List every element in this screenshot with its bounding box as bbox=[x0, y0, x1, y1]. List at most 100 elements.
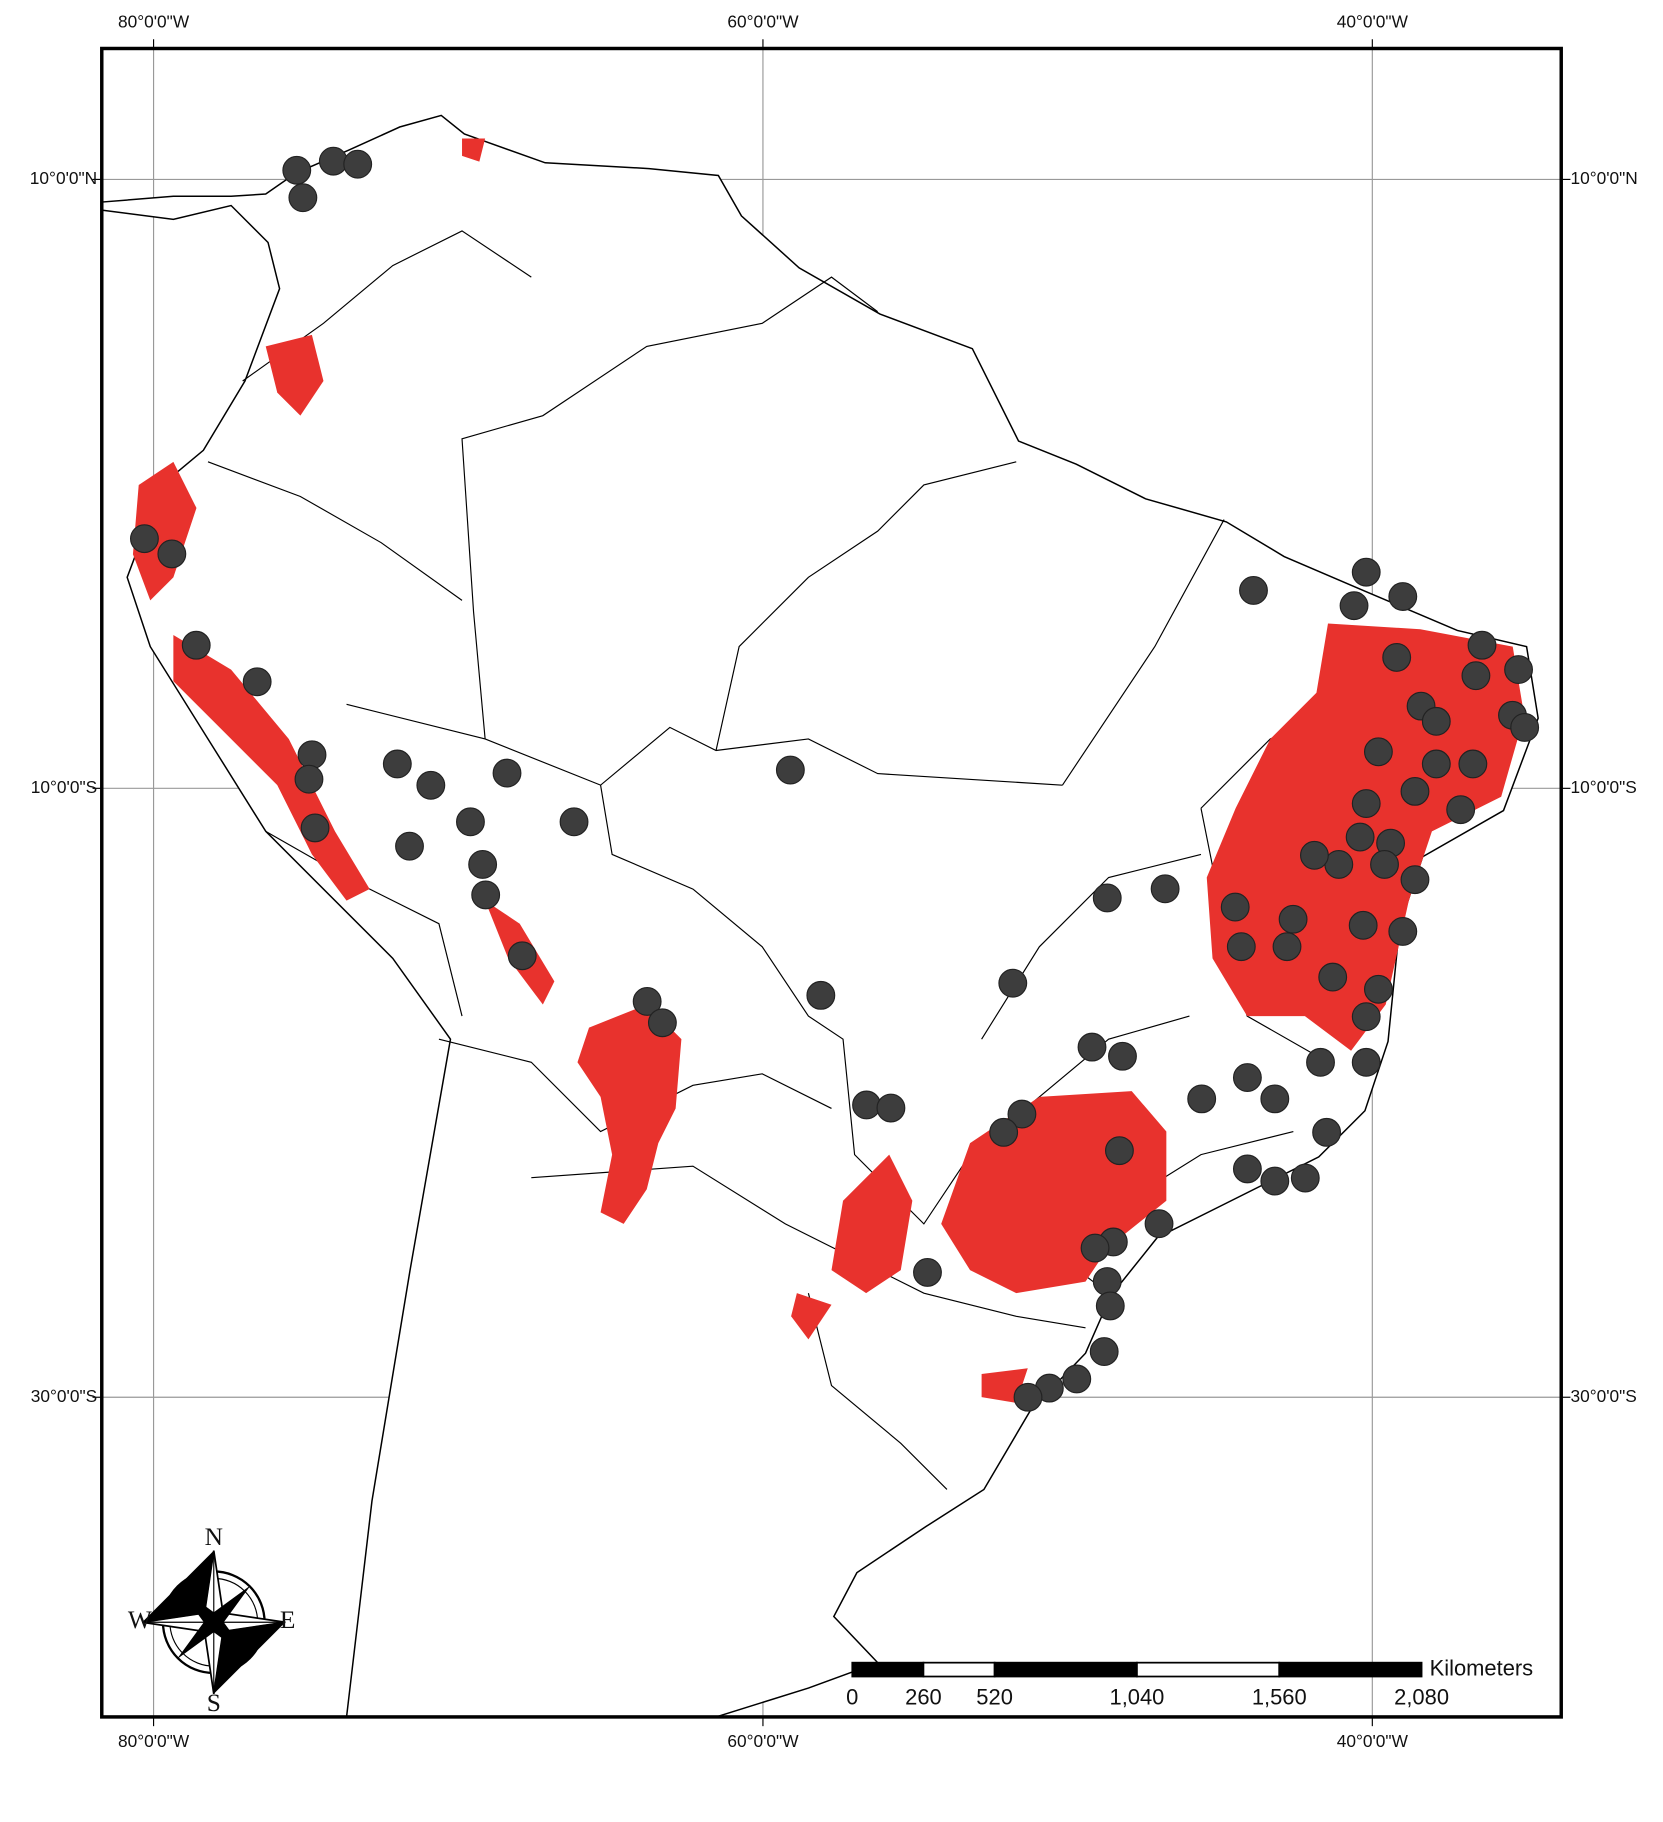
y-tick-label: 10°0'0"N bbox=[30, 168, 97, 188]
occurrence-point bbox=[1461, 661, 1491, 691]
occurrence-point bbox=[492, 758, 522, 788]
compass-rose: N E S W bbox=[128, 1523, 296, 1717]
occurrence-point bbox=[456, 807, 485, 837]
x-tick-label: 40°0'0"W bbox=[1337, 12, 1409, 32]
occurrence-point bbox=[1007, 1099, 1037, 1129]
occurrence-point bbox=[1062, 1364, 1092, 1394]
occurrence-point bbox=[876, 1093, 906, 1123]
continent bbox=[101, 114, 1539, 1717]
x-tick-label: 40°0'0"W bbox=[1337, 1731, 1409, 1751]
occurrence-point bbox=[647, 1008, 677, 1038]
occurrence-point bbox=[157, 539, 187, 569]
compass-east: E bbox=[280, 1606, 296, 1634]
x-tick-label: 60°0'0"W bbox=[727, 12, 799, 32]
occurrence-point bbox=[1232, 1154, 1262, 1184]
scale-segment bbox=[1278, 1661, 1423, 1678]
occurrence-point bbox=[559, 807, 589, 837]
scale-segment bbox=[1136, 1661, 1281, 1678]
occurrence-point bbox=[1272, 932, 1302, 962]
occurrence-point bbox=[1092, 1267, 1122, 1296]
occurrence-point bbox=[1306, 1047, 1335, 1077]
scale-label: 1,560 bbox=[1252, 1684, 1307, 1709]
occurrence-point bbox=[1187, 1084, 1217, 1114]
occurrence-point bbox=[1446, 795, 1476, 825]
compass-west: W bbox=[128, 1606, 152, 1634]
occurrence-point bbox=[1400, 865, 1430, 895]
y-tick-label: 30°0'0"S bbox=[1570, 1386, 1636, 1406]
scale-label: 0 bbox=[846, 1684, 858, 1709]
occurrence-point bbox=[395, 831, 424, 861]
occurrence-point bbox=[1278, 904, 1308, 934]
occurrence-point bbox=[1312, 1117, 1342, 1147]
occurrence-point bbox=[1324, 850, 1354, 879]
scale-segment bbox=[851, 1661, 925, 1678]
occurrence-point bbox=[1345, 822, 1375, 852]
occurrence-point bbox=[1510, 713, 1540, 742]
occurrence-point bbox=[1363, 974, 1393, 1004]
y-tick-label: 10°0'0"S bbox=[31, 777, 97, 797]
occurrence-point bbox=[416, 770, 446, 800]
scale-unit: Kilometers bbox=[1430, 1655, 1534, 1680]
occurrence-point bbox=[1089, 1337, 1119, 1367]
occurrence-point bbox=[1400, 776, 1430, 806]
occurrence-point bbox=[1504, 655, 1534, 685]
occurrence-point bbox=[1363, 737, 1393, 767]
occurrence-point bbox=[507, 941, 537, 971]
occurrence-point bbox=[1104, 1136, 1134, 1166]
occurrence-points bbox=[129, 146, 1540, 1412]
occurrence-point bbox=[297, 740, 327, 770]
map-frame bbox=[100, 46, 1563, 1719]
occurrence-point bbox=[1260, 1166, 1290, 1196]
occurrence-point bbox=[913, 1257, 942, 1287]
scale-label: 520 bbox=[976, 1684, 1013, 1709]
x-tick-label: 80°0'0"W bbox=[118, 12, 190, 32]
occurrence-point bbox=[1467, 630, 1497, 660]
occurrence-point bbox=[1421, 749, 1451, 779]
occurrence-point bbox=[1388, 582, 1418, 611]
scale-segment bbox=[922, 1661, 996, 1678]
occurrence-point bbox=[1421, 706, 1451, 736]
occurrence-point bbox=[1239, 575, 1268, 605]
occurrence-point bbox=[1351, 789, 1381, 818]
occurrence-point bbox=[1351, 1002, 1381, 1032]
compass-star bbox=[176, 1585, 251, 1660]
occurrence-point bbox=[1150, 874, 1180, 904]
occurrence-point bbox=[998, 968, 1028, 998]
occurrence-point bbox=[1290, 1163, 1320, 1193]
occurrence-point bbox=[1348, 910, 1378, 940]
y-tick-label: 30°0'0"S bbox=[31, 1386, 97, 1406]
occurrence-point bbox=[1226, 932, 1256, 962]
occurrence-point bbox=[382, 749, 412, 779]
occurrence-point bbox=[1095, 1291, 1125, 1321]
occurrence-point bbox=[1299, 840, 1329, 870]
occurrence-point bbox=[1013, 1382, 1043, 1412]
scale-label: 2,080 bbox=[1394, 1684, 1449, 1709]
occurrence-point bbox=[1370, 850, 1399, 879]
occurrence-point bbox=[1108, 1041, 1137, 1071]
occurrence-point bbox=[471, 880, 501, 910]
occurrence-point bbox=[242, 667, 272, 697]
occurrence-point bbox=[129, 524, 159, 554]
occurrence-point bbox=[468, 850, 498, 879]
x-tick-label: 60°0'0"W bbox=[727, 1731, 799, 1751]
occurrence-point bbox=[1260, 1084, 1290, 1114]
compass-north: N bbox=[205, 1523, 223, 1551]
scale-label: 1,040 bbox=[1110, 1684, 1165, 1709]
occurrence-point bbox=[1220, 892, 1250, 922]
occurrence-point bbox=[1351, 1047, 1381, 1077]
occurrence-point bbox=[852, 1090, 881, 1120]
occurrence-point bbox=[300, 813, 330, 843]
occurrence-point bbox=[181, 630, 211, 660]
occurrence-point bbox=[632, 987, 662, 1016]
compass-south: S bbox=[207, 1689, 221, 1717]
occurrence-point bbox=[1339, 591, 1369, 621]
occurrence-point bbox=[1351, 557, 1381, 587]
occurrence-point bbox=[318, 146, 348, 176]
occurrence-point bbox=[1458, 749, 1488, 779]
occurrence-point bbox=[282, 155, 312, 185]
occurrence-point bbox=[1232, 1063, 1262, 1092]
scale-segment bbox=[993, 1661, 1138, 1678]
x-tick-label: 80°0'0"W bbox=[118, 1731, 190, 1751]
occurrence-point bbox=[1092, 883, 1122, 913]
